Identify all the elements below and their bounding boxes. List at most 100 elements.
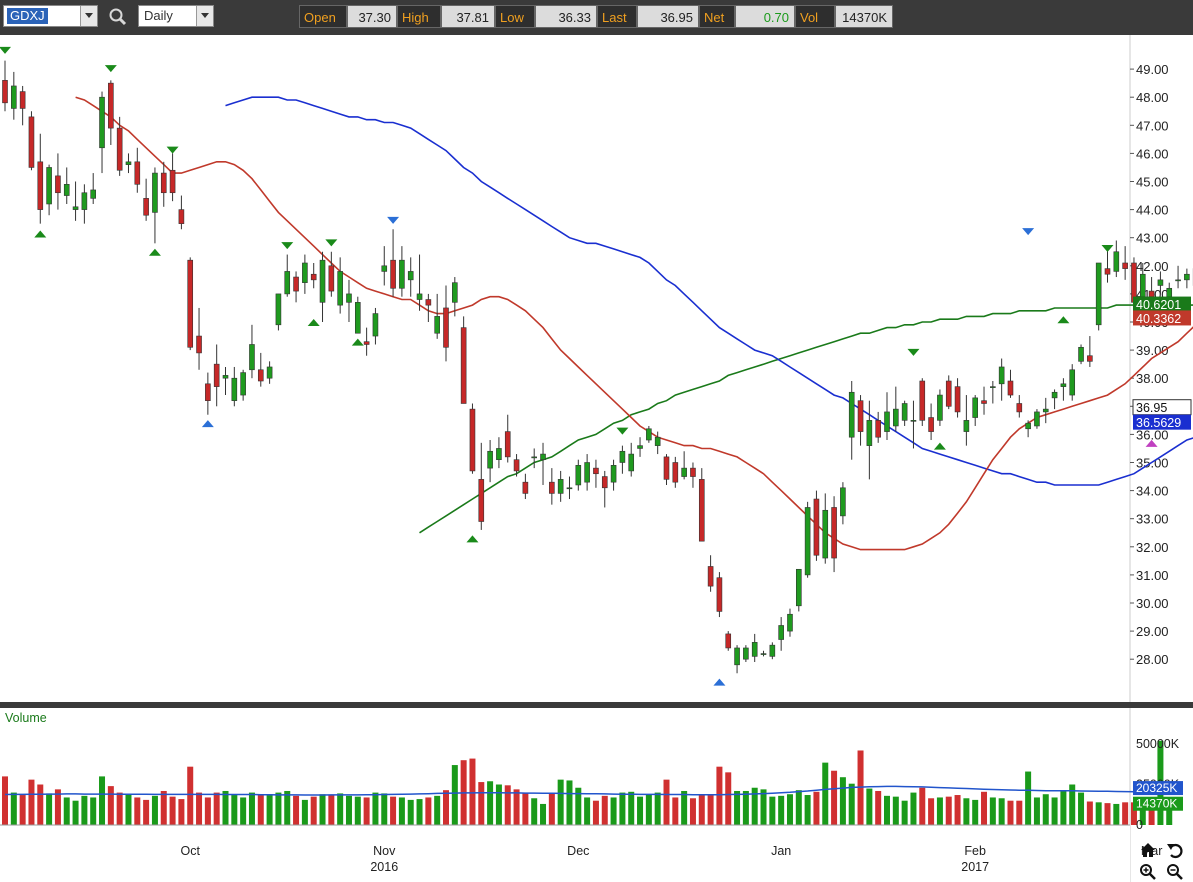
candle (681, 451, 687, 480)
price-tick-label: 46.00 (1136, 146, 1169, 161)
candle (619, 445, 626, 474)
chart-area[interactable]: 49.00 48.00 47.00 46.00 45.00 44.00 43.00 42.00… (0, 35, 1193, 882)
candle (672, 456, 679, 488)
undo-icon[interactable] (1167, 843, 1183, 859)
sma50-line (225, 96, 1193, 486)
zoom-out-icon-handle (1176, 873, 1183, 880)
volume-bar (1148, 800, 1155, 825)
volume-bar (1060, 790, 1067, 825)
candle (654, 431, 661, 455)
zoom-in-icon[interactable] (1140, 864, 1156, 880)
symbol-text[interactable]: GDXJ (7, 8, 48, 24)
volume-bar (345, 795, 352, 825)
candle (487, 440, 493, 483)
volume-bar (169, 796, 176, 825)
volume-bar (813, 791, 820, 825)
volume-bar (222, 790, 229, 825)
swing-marker-low (466, 535, 479, 543)
candle (822, 493, 829, 564)
candle-body (751, 642, 758, 657)
chevron-down-icon (201, 13, 209, 18)
volume-bar (972, 799, 979, 825)
candle-body (222, 375, 229, 379)
price-tick-label: 32.00 (1136, 540, 1169, 555)
volume-bar (575, 787, 582, 825)
candle-body (249, 344, 255, 371)
candle-body (1122, 262, 1128, 269)
candle (901, 400, 908, 426)
candle-body (1095, 262, 1102, 326)
candle-body (963, 420, 970, 432)
candle-body (213, 363, 220, 387)
last-value-label-bg (1133, 296, 1191, 312)
symbol-input[interactable]: GDXJ (3, 5, 98, 27)
candle-body (857, 400, 864, 432)
candle-body (848, 391, 855, 438)
candle-body (637, 445, 643, 449)
home-icon[interactable] (1141, 843, 1155, 857)
low-value: 36.33 (535, 5, 597, 28)
candle-body (972, 397, 979, 418)
volume-bar (734, 790, 741, 825)
candle-body (593, 467, 599, 475)
candle (1069, 364, 1076, 401)
candle (893, 386, 899, 432)
volume-bar (1007, 800, 1014, 825)
candle-body (108, 82, 114, 129)
volume-bar (716, 766, 723, 825)
price-tick-label: 45.00 (1136, 175, 1169, 190)
price-panel[interactable]: 49.00 48.00 47.00 46.00 45.00 44.00 43.00 42.00… (0, 35, 1193, 882)
candle (1042, 397, 1049, 424)
net-label: Net (699, 5, 735, 28)
candle (187, 257, 194, 351)
candle-body (998, 366, 1005, 385)
candle (257, 352, 264, 387)
volume-bar (257, 794, 264, 825)
candle (249, 324, 255, 379)
volume-bar (143, 799, 150, 825)
volume-bar (187, 766, 194, 825)
swing-marker-high (907, 348, 920, 356)
zoom-out-icon[interactable] (1167, 864, 1183, 880)
price-tick-label: 38.00 (1136, 371, 1169, 386)
volume-panel-title: Volume (5, 711, 47, 725)
volume-tick-label: 50000K (1136, 737, 1180, 751)
swing-marker-low (1145, 439, 1158, 447)
candle (531, 448, 538, 469)
candle (99, 91, 105, 174)
candle-body (46, 167, 52, 205)
search-button[interactable] (108, 7, 128, 27)
candle (1184, 268, 1190, 289)
volume-bar (689, 798, 696, 825)
volume-bar (469, 758, 476, 825)
volume-bar (248, 792, 255, 825)
volume-bar (892, 796, 899, 825)
candle (1104, 248, 1111, 283)
candle-body (1157, 279, 1164, 286)
price-tick-label: 49.00 (1136, 62, 1169, 77)
last-value-label-sma50: 36.5629 (1136, 416, 1181, 430)
time-tick-label: Nov (373, 844, 396, 858)
volume-bar (628, 791, 635, 825)
candle-body (1016, 403, 1023, 413)
volume-bar (804, 795, 811, 825)
volume-bar (275, 792, 282, 825)
candle-body (469, 408, 476, 472)
interval-dropdown-button[interactable] (196, 6, 213, 26)
interval-select[interactable]: Daily (138, 5, 214, 27)
candle-body (1042, 408, 1049, 413)
candle (2, 60, 8, 112)
candle (804, 501, 811, 578)
candle-body (910, 420, 917, 422)
candle-body (690, 467, 696, 477)
undo-icon-arrow (1167, 844, 1174, 850)
candle-body (557, 479, 564, 494)
price-tick-label: 33.00 (1136, 512, 1169, 527)
low-label: Low (495, 5, 535, 28)
symbol-dropdown-button[interactable] (80, 6, 97, 26)
volume-panel[interactable]: Volume50000K25000K020325K14370K (2, 711, 1183, 832)
candle-body (1148, 290, 1155, 298)
volume-bar (451, 765, 458, 825)
candle-body (672, 462, 679, 483)
candle (116, 116, 123, 176)
